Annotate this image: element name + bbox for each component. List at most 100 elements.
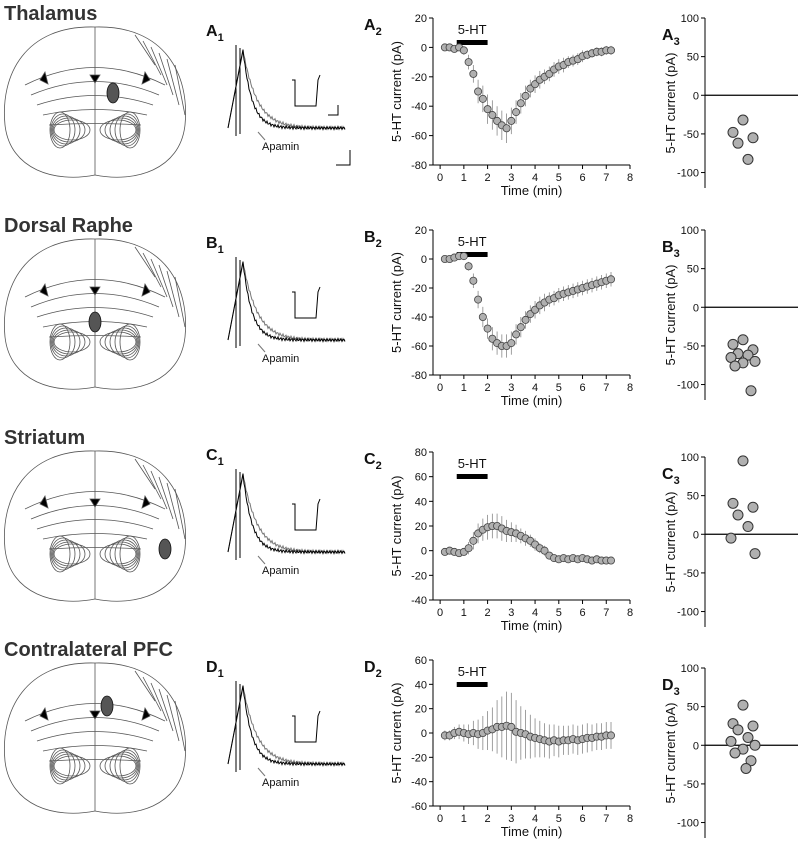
region-outline — [42, 745, 148, 752]
panel-label: D1 — [206, 659, 224, 680]
treatment-label: 5-HT — [458, 234, 487, 249]
cortex-division — [142, 676, 162, 712]
inset — [292, 710, 321, 743]
y-tick-label: 100 — [681, 452, 699, 464]
region-outline — [50, 749, 76, 783]
panel-subscript: 1 — [218, 32, 224, 44]
cortex-division — [150, 258, 168, 298]
y-axis-title: 5-HT current (pA) — [389, 252, 404, 353]
region-outline — [36, 95, 154, 106]
panel-letter: B — [206, 235, 218, 252]
panel-label: A2 — [364, 17, 382, 38]
x-tick-label: 4 — [532, 172, 538, 184]
cortex-division — [174, 488, 186, 540]
data-point — [742, 349, 754, 361]
trace-annotation: Apamin — [262, 777, 299, 789]
y-tick-label: -50 — [683, 568, 699, 580]
cortex-division — [134, 246, 156, 278]
y-tick-label: -60 — [411, 131, 427, 143]
marker — [39, 494, 49, 509]
marker — [141, 282, 151, 297]
x-tick-label: 4 — [532, 382, 538, 394]
data-point — [488, 111, 497, 120]
data-point — [727, 338, 739, 350]
y-tick-label: -40 — [411, 595, 427, 607]
cortex-division — [134, 34, 156, 66]
cortex-division — [142, 464, 162, 500]
data-point — [742, 153, 754, 165]
y-tick-label: 60 — [415, 472, 427, 484]
treatment-bar — [456, 252, 488, 257]
trace-annotation: Apamin — [262, 565, 299, 577]
region-outline — [52, 329, 86, 355]
x-tick-label: 1 — [461, 382, 467, 394]
y-axis-title: 5-HT current (pA) — [389, 476, 404, 577]
panel-letter: B — [662, 239, 674, 256]
panel-letter: D — [206, 659, 218, 676]
cortex-division — [174, 700, 186, 752]
x-tick-label: 6 — [579, 382, 585, 394]
trace-line — [227, 261, 346, 343]
region-title: Thalamus — [4, 3, 97, 25]
trace-line — [227, 685, 346, 767]
y-tick-label: -20 — [411, 72, 427, 84]
inset — [292, 286, 321, 319]
x-tick-label: 8 — [627, 607, 633, 619]
region-outline — [42, 109, 148, 116]
panel-letter: A — [206, 23, 218, 40]
annotation-pointer — [257, 343, 266, 353]
data-point — [729, 360, 741, 372]
x-tick-label: 7 — [603, 382, 609, 394]
region-outline — [48, 759, 142, 762]
region-title: Dorsal Raphe — [4, 215, 133, 237]
treatment-bar — [456, 474, 488, 479]
y-axis-title: 5-HT current (pA) — [389, 41, 404, 142]
cortex-division — [174, 64, 186, 116]
marker — [39, 706, 49, 721]
y-tick-label: 20 — [415, 225, 427, 237]
y-tick-label: 40 — [415, 496, 427, 508]
data-point — [521, 315, 530, 324]
data-point — [540, 546, 549, 555]
trace — [227, 469, 346, 565]
treatment-bar — [456, 682, 488, 687]
y-tick-label: -50 — [683, 129, 699, 141]
treatment-label: 5-HT — [458, 664, 487, 679]
panel-label: D2 — [364, 659, 382, 680]
region-outline — [53, 119, 91, 141]
region-outline — [114, 113, 140, 147]
data-point — [737, 699, 749, 711]
recording-site — [88, 311, 102, 333]
panel-label: C2 — [364, 451, 382, 472]
data-point — [607, 275, 616, 284]
recording-site — [100, 695, 114, 717]
x-tick-label: 8 — [627, 382, 633, 394]
x-tick-label: 3 — [508, 607, 514, 619]
data-point — [478, 312, 487, 321]
panel-label: C3 — [662, 466, 680, 487]
data-point — [737, 455, 749, 467]
data-point — [483, 324, 492, 333]
panel-subscript: 1 — [218, 668, 224, 680]
data-point — [749, 355, 761, 367]
y-tick-label: 0 — [421, 42, 427, 54]
region-outline — [50, 537, 76, 571]
marker — [141, 70, 151, 85]
data-point — [502, 124, 511, 133]
data-point — [469, 536, 478, 545]
trace — [227, 257, 346, 353]
region-outline — [51, 539, 81, 569]
y-tick-label: 0 — [693, 302, 699, 314]
x-tick-label: 6 — [579, 607, 585, 619]
y-tick-label: 50 — [687, 264, 699, 276]
cortex-division — [134, 458, 156, 490]
region-outline — [109, 751, 139, 781]
treatment-bar — [456, 40, 488, 45]
data-point — [474, 295, 483, 304]
region-outline — [51, 327, 81, 357]
data-point — [507, 722, 516, 731]
x-tick-label: 8 — [627, 172, 633, 184]
region-outline — [104, 541, 138, 567]
data-point — [725, 532, 737, 544]
